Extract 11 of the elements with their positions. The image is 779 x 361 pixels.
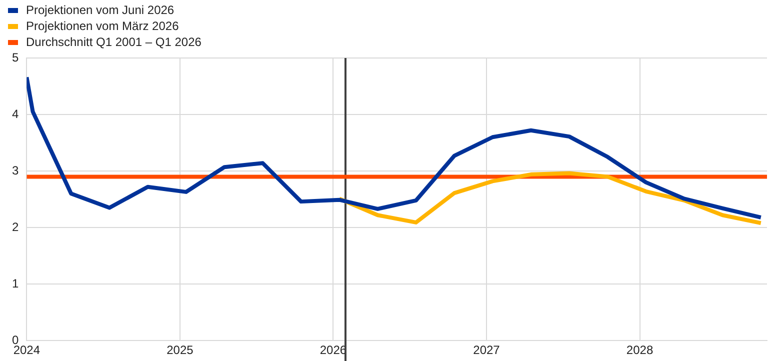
y-tick-label: 1 xyxy=(12,276,19,290)
x-tick-label: 2025 xyxy=(166,343,194,358)
legend-label: Durchschnitt Q1 2001 – Q1 2026 xyxy=(26,35,202,49)
legend-label: Projektionen vom Juni 2026 xyxy=(26,3,174,17)
x-tick-label: 2027 xyxy=(473,343,500,358)
legend-label: Projektionen vom März 2026 xyxy=(26,19,179,33)
y-tick-label: 5 xyxy=(12,50,19,64)
y-tick-label: 3 xyxy=(12,163,19,178)
y-tick-label: 4 xyxy=(12,106,19,121)
x-tick-label: 2028 xyxy=(626,343,654,358)
y-tick-label: 2 xyxy=(12,220,19,234)
